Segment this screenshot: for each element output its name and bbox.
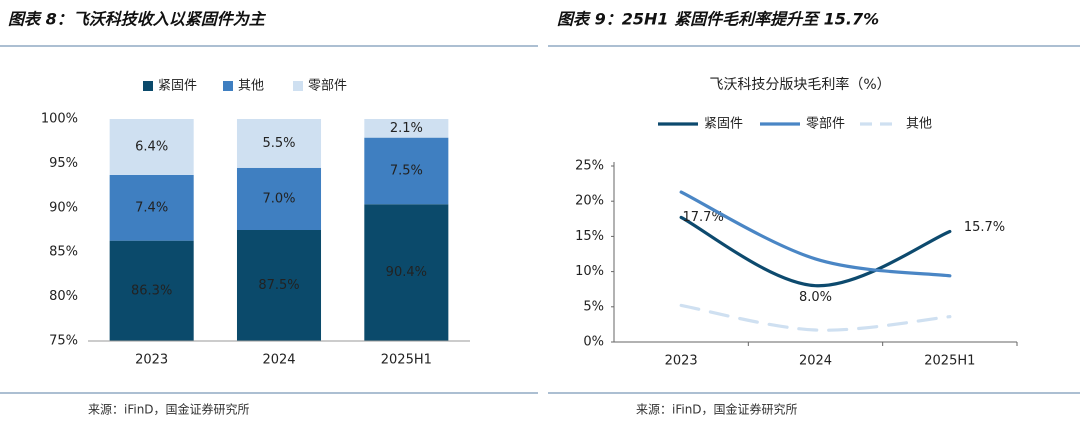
legend-label: 零部件	[806, 117, 845, 132]
y-tick-label: 25%	[575, 159, 604, 174]
data-label: 5.5%	[262, 136, 295, 151]
chart-title: 图表 8：飞沃科技收入以紧固件为主	[8, 10, 267, 29]
legend-label: 零部件	[308, 79, 347, 94]
chart-title: 图表 9：25H1 紧固件毛利率提升至 15.7%	[557, 10, 879, 29]
y-tick-label: 100%	[41, 112, 78, 127]
y-tick-label: 90%	[49, 200, 78, 215]
bar-segment	[236, 230, 322, 341]
data-label: 6.4%	[135, 139, 168, 154]
bar-segment	[364, 204, 449, 341]
y-tick-label: 10%	[575, 264, 604, 279]
bars	[109, 119, 449, 341]
legend-swatch	[223, 81, 233, 91]
bar-segment	[109, 119, 194, 175]
line-series	[679, 303, 952, 332]
x-tick-label: 2024	[262, 353, 295, 368]
bar-segment	[236, 167, 322, 230]
y-tick-label: 20%	[575, 194, 604, 209]
line-series	[679, 215, 952, 288]
data-label: 7.4%	[135, 200, 168, 215]
y-tick-label: 5%	[583, 299, 604, 314]
bar-segment	[364, 137, 449, 205]
bar-segment	[109, 174, 194, 241]
bar-segment	[364, 119, 449, 138]
chart-subtitle: 飞沃科技分版块毛利率（%）	[709, 76, 890, 93]
data-label: 2.1%	[390, 121, 423, 136]
data-label: 87.5%	[258, 278, 299, 293]
bar-segment	[109, 240, 194, 341]
data-label: 17.7%	[683, 210, 724, 225]
y-tick-label: 75%	[49, 334, 78, 349]
y-tick-label: 80%	[49, 289, 78, 304]
x-tick-label: 2024	[799, 354, 832, 369]
legend-label: 其他	[238, 79, 264, 94]
y-tick-label: 95%	[49, 156, 78, 171]
y-tick-label: 15%	[575, 229, 604, 244]
y-tick-label: 0%	[583, 335, 604, 350]
legend-label: 紧固件	[158, 79, 197, 94]
legend-swatch	[293, 81, 303, 91]
y-tick-label: 85%	[49, 245, 78, 260]
x-tick-label: 2025H1	[924, 354, 975, 369]
line-series	[679, 190, 952, 278]
legend-swatch	[143, 81, 153, 91]
source: 来源：iFinD，国金证券研究所	[88, 402, 250, 417]
data-label: 7.0%	[262, 191, 295, 206]
data-label: 8.0%	[799, 290, 832, 305]
bar-segment	[236, 119, 322, 168]
data-label: 15.7%	[964, 220, 1005, 235]
data-label: 86.3%	[131, 283, 172, 298]
source: 来源：iFinD，国金证券研究所	[636, 402, 798, 417]
x-tick-label: 2025H1	[381, 353, 432, 368]
data-label: 90.4%	[386, 265, 427, 280]
data-label: 7.5%	[390, 163, 423, 178]
x-tick-label: 2023	[135, 353, 168, 368]
legend-label: 紧固件	[704, 117, 743, 132]
legend-label: 其他	[906, 117, 932, 132]
x-tick-label: 2023	[665, 354, 698, 369]
